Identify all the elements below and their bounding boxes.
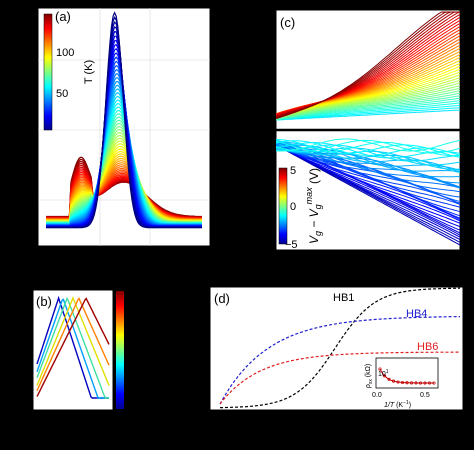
panel-c-lower-line xyxy=(276,144,460,162)
panel-b-label: (b) xyxy=(36,294,52,309)
panel-d-hb6-label: HB6 xyxy=(417,341,438,353)
panel-c-lower-line xyxy=(276,139,460,154)
inset-ylabel: ρxx (kΩ) xyxy=(365,364,374,388)
panel-a-curves xyxy=(46,11,202,229)
panel-b-colorbar xyxy=(116,291,124,409)
panel-c-upper-line xyxy=(276,107,460,121)
inset-point xyxy=(378,367,382,371)
panel-a-colorbar-tick-100: 100 xyxy=(56,47,74,59)
inset-point xyxy=(432,381,436,385)
panel-c-colorbar-tick-m5: −5 xyxy=(285,239,298,251)
panel-c-upper-line xyxy=(276,74,460,118)
panel-d-frame xyxy=(209,286,464,411)
panel-c-upper-line xyxy=(276,104,460,121)
panel-c-lower-line xyxy=(276,144,460,184)
panel-d-inset: 101 ρxx (kΩ) 0.0 0.5 1/T (K−1) xyxy=(365,357,439,409)
inset-point xyxy=(409,381,414,385)
inset-point xyxy=(382,374,387,378)
panel-b-series-line xyxy=(36,295,109,399)
panel-d: (d) HB1 HB4 HB6 101 ρxx (kΩ) 0.0 0.5 1/T… xyxy=(209,286,464,411)
panel-c-lower-line xyxy=(276,139,460,173)
panel-c-upper-line xyxy=(276,77,460,118)
panel-d-series-line xyxy=(219,316,460,405)
panel-c-upper-line xyxy=(276,92,460,120)
panel-c-upper-line xyxy=(276,97,460,120)
inset-point xyxy=(387,377,391,381)
panel-a-colorbar xyxy=(43,13,53,131)
inset-point xyxy=(405,381,409,385)
inset-point xyxy=(418,381,423,385)
panel-d-series-line xyxy=(219,351,460,405)
panel-c-lower-line xyxy=(276,147,460,178)
panel-c-upper-line xyxy=(276,90,460,120)
panel-d-series-line xyxy=(220,287,461,409)
panel-c-lower-line xyxy=(276,147,460,166)
inset-point xyxy=(427,381,432,385)
panel-c-lower-curves xyxy=(276,138,460,246)
panel-c-lower-line xyxy=(276,140,460,157)
panel-a-colorbar-tick-50: 50 xyxy=(56,88,68,100)
panel-a-series-line xyxy=(46,11,202,229)
panel-b: (b) xyxy=(32,289,124,411)
panel-b-series-line xyxy=(36,297,110,392)
inset-xtick-1: 0.5 xyxy=(420,392,430,399)
panel-c-lower-line xyxy=(276,144,460,241)
panel-c-upper-curves xyxy=(276,11,460,121)
panel-c: (c) 5 0 −5 Vg − Vgmax (V) xyxy=(275,9,461,251)
inset-point xyxy=(423,381,427,385)
panel-a-colorbar-label: T (K) xyxy=(83,60,95,84)
panel-b-series-line xyxy=(36,298,109,399)
inset-series xyxy=(379,368,434,384)
inset-ytick: 101 xyxy=(378,369,389,378)
inset-point xyxy=(400,380,405,385)
panel-d-label: (d) xyxy=(214,291,230,306)
panel-c-upper-line xyxy=(276,82,460,119)
inset-point xyxy=(414,381,418,385)
panel-b-curves xyxy=(36,295,110,399)
panel-c-upper-line xyxy=(276,11,460,120)
panel-d-hb4-label: HB4 xyxy=(406,308,427,320)
panel-c-colorbar-tick-5: 5 xyxy=(290,165,296,177)
panel-c-lower-line xyxy=(276,138,460,152)
inset-xlabel: 1/T (K−1) xyxy=(384,400,411,409)
panel-c-upper-line xyxy=(276,85,460,119)
panel-d-hb1-label: HB1 xyxy=(333,292,354,304)
inset-point xyxy=(396,380,400,384)
panel-c-colorbar-tick-0: 0 xyxy=(290,201,296,213)
panel-c-upper-line xyxy=(276,100,460,121)
panel-c-upper-line xyxy=(276,79,460,118)
panel-b-series-line xyxy=(36,296,110,386)
panel-c-upper-line xyxy=(276,87,460,119)
panel-c-lower-line xyxy=(276,144,460,243)
panel-c-label: (c) xyxy=(280,15,295,30)
inset-point xyxy=(391,379,396,383)
panel-b-series-line xyxy=(36,297,110,397)
panel-c-upper-line xyxy=(276,102,460,121)
panel-c-colorbar xyxy=(278,167,288,245)
inset-xtick-0: 0.0 xyxy=(372,392,382,399)
inset-points xyxy=(378,367,436,385)
panel-c-upper-line xyxy=(276,109,460,121)
panel-c-colorbar-label: Vg − Vgmax (V) xyxy=(304,168,323,244)
panel-c-upper-line xyxy=(276,95,460,120)
panel-a-label: (a) xyxy=(55,9,71,24)
panel-b-series-line xyxy=(36,297,109,399)
panel-a: (a) 100 50 T (K) xyxy=(37,7,211,247)
panel-d-curves xyxy=(219,287,461,409)
